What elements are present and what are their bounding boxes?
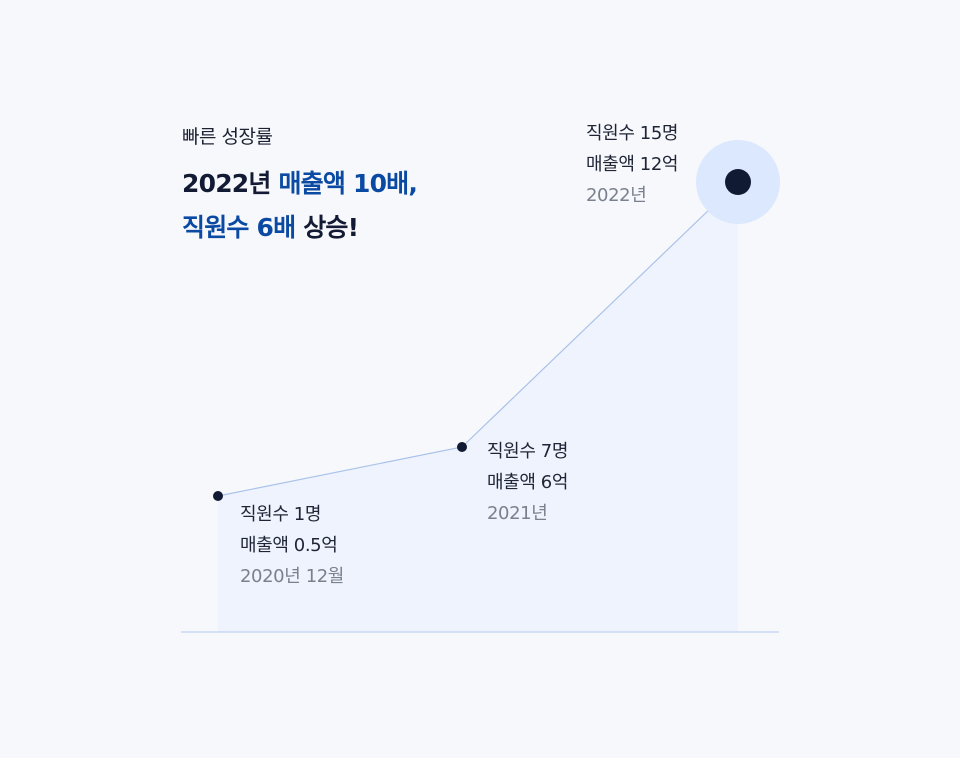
point-employees: 직원수 7명	[487, 441, 569, 462]
point-revenue: 매출액 6억	[487, 472, 569, 493]
point-label-2021: 직원수 7명 매출액 6억 2021년	[487, 436, 568, 529]
point-period: 2020년 12월	[240, 566, 344, 587]
data-point-2	[725, 169, 751, 195]
headline-rise: 상승!	[295, 213, 359, 242]
area-under-line	[218, 182, 738, 632]
point-employees: 직원수 1명	[240, 504, 322, 525]
headline-revenue-accent: 매출액 10배,	[278, 169, 418, 198]
point-label-2020: 직원수 1명 매출액 0.5억 2020년 12월	[240, 499, 344, 592]
headline-line-2: 직원수 6배 상승!	[182, 206, 417, 250]
point-revenue: 매출액 0.5억	[240, 535, 338, 556]
headline: 2022년 매출액 10배, 직원수 6배 상승!	[182, 162, 418, 250]
eyebrow-label: 빠른 성장률	[182, 126, 273, 148]
headline-employees-accent: 직원수 6배	[182, 213, 296, 242]
data-point-0	[213, 491, 223, 501]
headline-year: 2022년	[182, 169, 279, 198]
point-period: 2022년	[586, 185, 647, 206]
point-revenue: 매출액 12억	[586, 154, 679, 175]
data-point-1	[457, 442, 467, 452]
point-label-2022: 직원수 15명 매출액 12억 2022년	[586, 118, 678, 211]
point-period: 2021년	[487, 503, 548, 524]
point-employees: 직원수 15명	[586, 123, 679, 144]
headline-line-1: 2022년 매출액 10배,	[182, 162, 418, 206]
